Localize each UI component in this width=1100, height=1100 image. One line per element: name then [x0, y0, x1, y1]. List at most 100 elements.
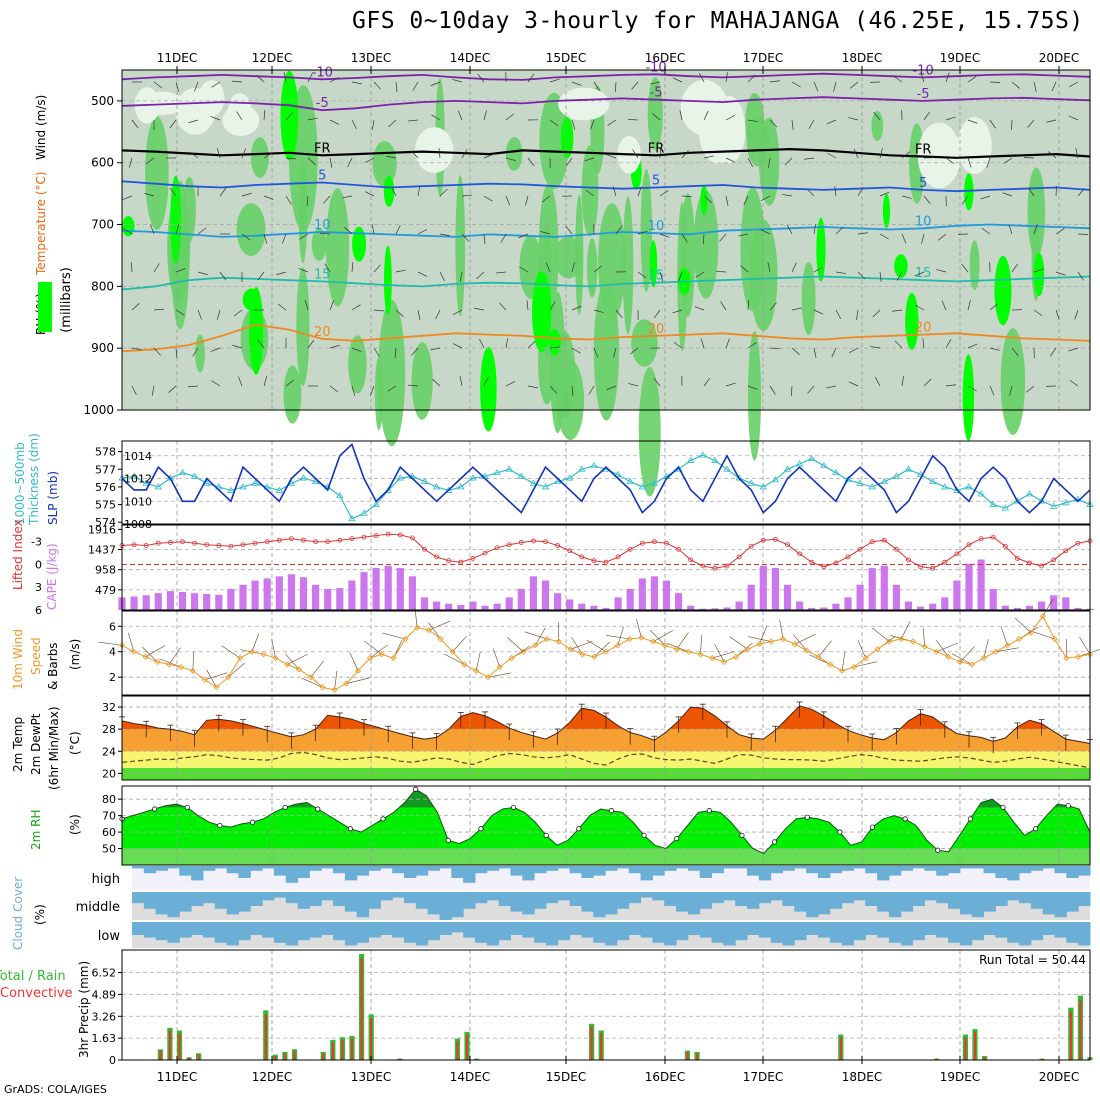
li-point	[579, 554, 585, 560]
wind-barb	[386, 155, 397, 159]
li-point	[627, 546, 633, 552]
cloud-middle-cell	[415, 892, 429, 909]
temp-label-3: (6hr Min/Max)	[47, 707, 61, 791]
cloud-low-cell	[1019, 922, 1032, 946]
wind-barb	[505, 338, 509, 349]
wind-barb	[131, 385, 137, 396]
li-point	[180, 539, 185, 545]
wind-barb	[849, 347, 859, 354]
rh-cell-high	[962, 354, 975, 441]
wind-barb	[615, 225, 623, 235]
rh-point	[1065, 803, 1071, 809]
li-point	[494, 545, 500, 551]
wind-barb	[98, 641, 123, 646]
cloud-middle-cell	[522, 892, 535, 915]
wind-barb	[653, 630, 674, 642]
wind-barb	[1033, 81, 1037, 92]
wind-barb	[394, 347, 397, 358]
wind-barb	[714, 644, 725, 663]
cloud-high-cell	[770, 866, 783, 874]
date-label-bottom: 16DEC	[645, 1070, 685, 1084]
wind-barb	[505, 195, 511, 206]
wind-barb	[285, 653, 300, 670]
precip-convective-bar	[197, 1054, 200, 1060]
wind-barb	[725, 195, 729, 206]
thickness-point	[275, 486, 284, 493]
cape-bar	[735, 601, 743, 610]
wind-barb	[672, 77, 683, 83]
cape-tick-label: 1437	[88, 544, 116, 557]
cloud-low-cell	[427, 922, 441, 941]
cloud-high-cell	[404, 866, 417, 878]
cape-bar	[360, 572, 368, 610]
wind-barb	[725, 72, 728, 83]
wind-barb	[351, 119, 357, 130]
wind-barb	[570, 641, 593, 650]
temp-tick-label: 28	[102, 723, 116, 736]
wind-barb	[703, 195, 712, 203]
isotherm-label: 15	[915, 266, 932, 281]
li-point	[143, 543, 149, 548]
precip-panel: 0 1.63 3.26 4.89 6.52 Run Total = 50.44 Total …	[0, 949, 1093, 1067]
cloud-low-cell	[333, 922, 346, 941]
wind-barb	[452, 343, 463, 349]
rh-cell	[622, 196, 634, 335]
wind-barb	[412, 81, 419, 91]
precip-convective-bar	[590, 1026, 593, 1060]
wind-barb	[747, 385, 758, 390]
wind-point	[933, 648, 940, 655]
wind-point	[709, 655, 716, 662]
cloud-middle-cell	[995, 892, 1008, 906]
wind-barb	[475, 651, 481, 671]
wind-barb	[848, 117, 859, 121]
date-label-top: 12DEC	[252, 51, 292, 65]
wind-barb	[192, 651, 194, 671]
wind-barb	[760, 229, 771, 235]
wind-barb	[857, 232, 868, 235]
date-label-bottom: 14DEC	[450, 1070, 490, 1084]
rh-point	[478, 826, 484, 832]
wind-barb	[221, 645, 241, 659]
li-point	[301, 537, 306, 543]
li-point	[567, 548, 573, 554]
wind-barb	[700, 338, 705, 349]
cloud-high-cell	[380, 866, 393, 869]
wind-barb	[629, 347, 639, 355]
thickness-point	[396, 474, 405, 481]
wind-barb	[142, 646, 158, 663]
wind-barb	[725, 157, 736, 163]
li-point	[1027, 560, 1032, 566]
cloud-low-cell	[285, 922, 299, 946]
thickness-point	[154, 483, 163, 490]
cloud-low-cell	[877, 922, 890, 938]
cape-bar	[517, 588, 525, 610]
wind-barb	[659, 271, 664, 282]
thickness-line	[121, 454, 1091, 520]
rh-point	[804, 814, 810, 820]
cloud-low-cell	[628, 922, 642, 935]
cloud-middle-cell	[640, 892, 653, 898]
wind-point	[791, 641, 798, 648]
wind-point	[1027, 629, 1035, 636]
isotherm-label: 20	[314, 325, 331, 340]
li-point	[397, 532, 403, 538]
temp-band-cool	[122, 767, 1090, 780]
wind-point	[236, 655, 244, 662]
rh-cell	[455, 175, 466, 317]
wind-barb	[813, 309, 824, 315]
cloud-high-cell	[888, 866, 902, 876]
cloud-high-cell	[865, 866, 878, 874]
wind-barb	[659, 190, 669, 197]
cloud-low-cell	[545, 922, 559, 946]
wind-barb	[194, 81, 199, 92]
cloud-low-cell	[143, 922, 157, 938]
cloud-middle-cell	[900, 892, 914, 912]
wind-point	[638, 634, 645, 641]
chart-title: GFS 0~10day 3-hourly for MAHAJANGA (46.2…	[352, 8, 1084, 34]
wind-barb	[1077, 233, 1089, 235]
isotherm-label: 10	[915, 214, 932, 229]
wind-point	[296, 666, 303, 673]
thickness-tick-label: 576	[95, 481, 116, 494]
wind-point	[355, 667, 362, 674]
grads-credit: GrADS: COLA/IGES	[4, 1083, 107, 1096]
